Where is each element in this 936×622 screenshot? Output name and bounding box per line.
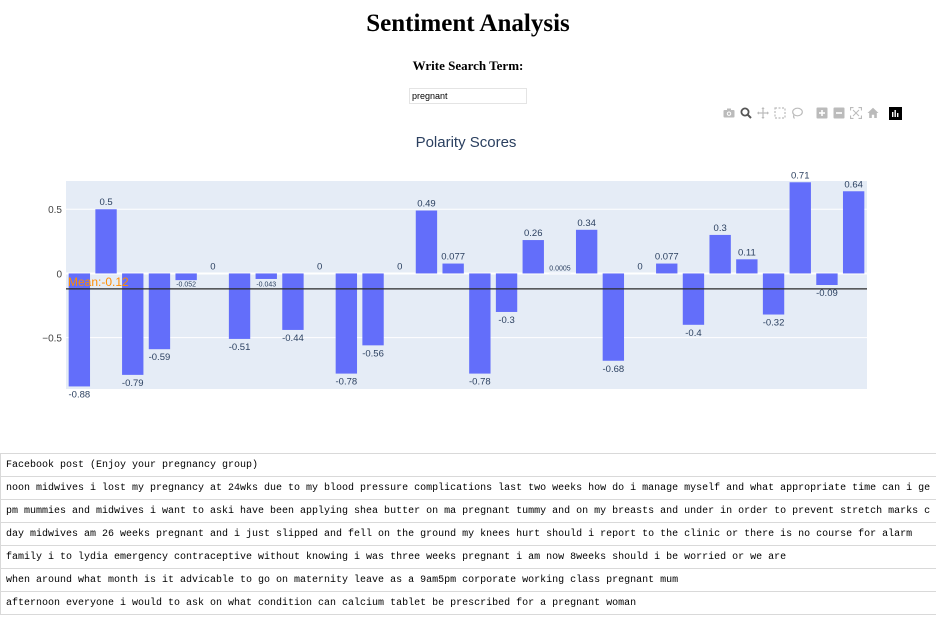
bar-value-label: 0.077 — [655, 252, 679, 263]
bar[interactable] — [682, 273, 705, 325]
table-cell: afternoon everyone i would to ask on wha… — [0, 591, 936, 615]
table-cell: family i to lydia emergency contraceptiv… — [0, 545, 936, 569]
bar-value-label: -0.79 — [122, 378, 144, 389]
bar-value-label: 0 — [210, 261, 215, 272]
bar[interactable] — [602, 273, 625, 361]
bar-value-label: 0.0005 — [549, 265, 571, 272]
bar[interactable] — [415, 210, 438, 274]
bar-value-label: 0.11 — [738, 247, 756, 258]
bar[interactable] — [335, 273, 358, 374]
bar-value-label: -0.78 — [336, 377, 358, 388]
bar-value-label: 0.26 — [524, 228, 543, 239]
bar[interactable] — [816, 273, 838, 285]
table-row: afternoon everyone i would to ask on wha… — [0, 591, 936, 615]
bar-value-label: 0.49 — [417, 199, 436, 210]
bar[interactable] — [789, 182, 811, 274]
bar[interactable] — [495, 273, 518, 312]
plotly-logo-icon[interactable] — [889, 106, 902, 120]
bar-value-label: 0.3 — [714, 223, 727, 234]
mean-label: Mean:-0.12 — [68, 275, 129, 289]
bar[interactable] — [469, 273, 491, 374]
table-row: noon midwives i lost my pregnancy at 24w… — [0, 476, 936, 500]
bar-value-label: 0 — [637, 261, 642, 272]
box-select-icon[interactable] — [773, 107, 786, 120]
lasso-select-icon[interactable] — [790, 107, 803, 120]
bar-value-label: -0.51 — [229, 342, 251, 353]
bar[interactable] — [362, 273, 384, 346]
bar-value-label: 0 — [317, 261, 322, 272]
table-header-cell: Facebook post (Enjoy your pregnancy grou… — [0, 453, 936, 477]
zoom-out-icon[interactable] — [832, 107, 845, 120]
chart-modebar — [722, 104, 902, 122]
chart-title: Polarity Scores — [416, 134, 517, 151]
table-row: day midwives am 26 weeks pregnant and i … — [0, 522, 936, 546]
bar-value-label: -0.44 — [282, 333, 304, 344]
bar-value-label: 0.5 — [99, 197, 112, 208]
bar-value-label: -0.68 — [603, 364, 625, 375]
reset-axes-icon[interactable] — [866, 107, 879, 120]
bar-value-label: 0.71 — [791, 170, 810, 181]
bar-value-label: -0.09 — [816, 288, 838, 299]
plot-area — [66, 181, 867, 389]
table-cell: day midwives am 26 weeks pregnant and i … — [0, 522, 936, 546]
bar[interactable] — [709, 234, 731, 274]
autoscale-icon[interactable] — [849, 107, 862, 120]
bar[interactable] — [68, 273, 91, 387]
bar-value-label: -0.052 — [176, 281, 196, 288]
zoom-in-icon[interactable] — [815, 107, 828, 120]
bar[interactable] — [95, 209, 117, 274]
bar-value-label: -0.3 — [498, 315, 514, 326]
table-row: pm mummies and midwives i want to aski h… — [0, 499, 936, 523]
camera-icon[interactable] — [722, 107, 735, 120]
table-cell: when around what month is it advicable t… — [0, 568, 936, 592]
bar[interactable] — [255, 273, 277, 279]
posts-table: Facebook post (Enjoy your pregnancy grou… — [0, 453, 936, 615]
bar[interactable] — [575, 229, 598, 274]
bar-value-label: 0 — [397, 261, 402, 272]
bar[interactable] — [148, 273, 171, 350]
search-input[interactable] — [409, 88, 527, 104]
y-tick-label: 0.5 — [48, 205, 62, 216]
bar[interactable] — [175, 273, 197, 281]
bar[interactable] — [736, 259, 758, 274]
bar[interactable] — [656, 263, 678, 274]
bar[interactable] — [762, 273, 785, 315]
polarity-chart: Polarity Scores 0.5 0 −0.5 -0.88 0.5 -0.79 -0… — [42, 134, 867, 400]
bar[interactable] — [282, 273, 304, 330]
table-cell: pm mummies and midwives i want to aski h… — [0, 499, 936, 523]
bar-value-label: -0.32 — [763, 318, 785, 329]
bar-value-label: -0.59 — [149, 352, 171, 363]
table-header-row: Facebook post (Enjoy your pregnancy grou… — [0, 453, 936, 477]
bar[interactable] — [842, 191, 865, 274]
bar-value-label: 0.34 — [577, 218, 596, 229]
pan-icon[interactable] — [756, 107, 769, 120]
bar-value-label: -0.88 — [69, 389, 91, 400]
bar-value-label: -0.78 — [469, 377, 491, 388]
bar-value-label: 0.64 — [844, 179, 863, 190]
bar-value-label: 0.077 — [441, 252, 465, 263]
search-label: Write Search Term: — [412, 58, 524, 73]
bar-value-label: -0.043 — [256, 281, 276, 288]
bar[interactable] — [522, 240, 544, 274]
page-title: Sentiment Analysis — [366, 10, 570, 37]
bar[interactable] — [228, 273, 251, 339]
table-cell: noon midwives i lost my pregnancy at 24w… — [0, 476, 936, 500]
y-tick-label: 0 — [56, 269, 62, 280]
table-row: when around what month is it advicable t… — [0, 568, 936, 592]
bar[interactable] — [442, 263, 464, 274]
y-tick-label: −0.5 — [42, 334, 62, 345]
bar-value-label: -0.56 — [362, 348, 384, 359]
bar-value-label: -0.4 — [685, 328, 701, 339]
bar[interactable] — [122, 273, 144, 375]
zoom-icon[interactable] — [739, 107, 752, 120]
table-row: family i to lydia emergency contraceptiv… — [0, 545, 936, 569]
